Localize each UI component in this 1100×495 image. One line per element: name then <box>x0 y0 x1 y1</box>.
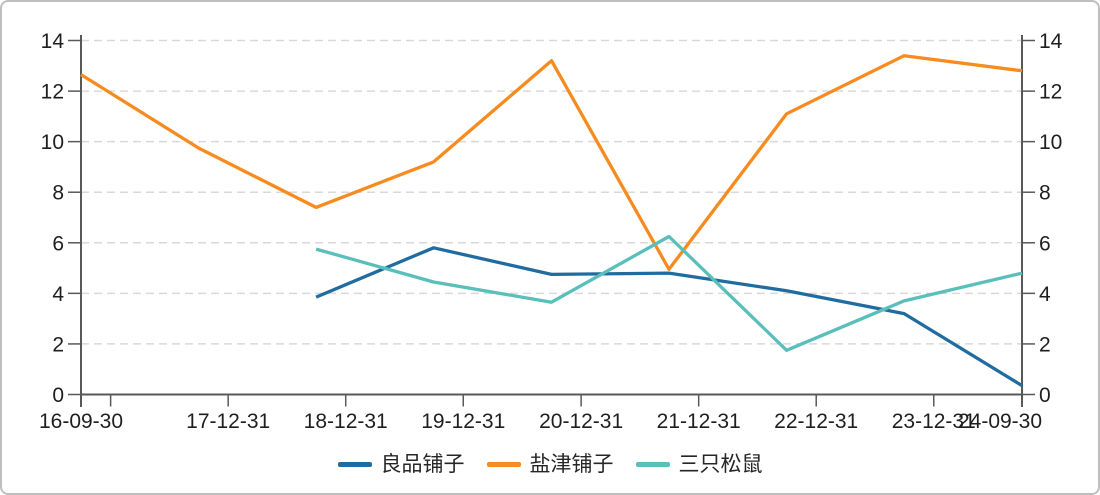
series-line-2 <box>315 234 1023 352</box>
legend-label-1: 盐津铺子 <box>529 453 614 476</box>
y-axis-label-right-8: 8 <box>1039 182 1051 205</box>
x-axis-label-22-12-31: 22-12-31 <box>774 410 858 433</box>
legend-item-0[interactable]: 良品铺子 <box>337 453 465 476</box>
y-axis-label-right-14: 14 <box>1039 30 1063 53</box>
x-axis-label-17-12-31: 17-12-31 <box>186 410 270 433</box>
x-axis-label-19-12-31: 19-12-31 <box>421 410 505 433</box>
legend-label-0: 良品铺子 <box>380 453 465 476</box>
x-axis-label-16-09-30: 16-09-30 <box>39 410 123 433</box>
y-axis-label-left-10: 10 <box>41 131 64 154</box>
legend-line-swatch-0 <box>337 462 372 467</box>
y-axis-label-left-14: 14 <box>41 30 65 53</box>
y-axis-label-right-10: 10 <box>1039 131 1062 154</box>
y-axis-label-left-8: 8 <box>52 182 64 205</box>
legend-item-1[interactable]: 盐津铺子 <box>486 453 614 476</box>
series-line-1 <box>80 54 1023 271</box>
x-axis-label-23-12-31: 23-12-31 <box>892 410 976 433</box>
series-line-0 <box>315 246 1023 388</box>
legend-label-2: 三只松鼠 <box>678 453 763 476</box>
y-axis-label-right-6: 6 <box>1039 232 1051 255</box>
x-axis-label-24-09-30: 24-09-30 <box>958 410 1042 433</box>
x-axis-label-21-12-31: 21-12-31 <box>657 410 741 433</box>
y-axis-label-left-4: 4 <box>52 283 64 306</box>
y-axis-label-right-12: 12 <box>1039 81 1062 104</box>
y-axis-label-left-2: 2 <box>52 333 64 356</box>
x-axis-label-20-12-31: 20-12-31 <box>539 410 623 433</box>
y-axis-label-right-4: 4 <box>1039 283 1051 306</box>
legend-line-swatch-1 <box>486 462 521 467</box>
y-axis-label-left-12: 12 <box>41 81 64 104</box>
y-axis-label-right-2: 2 <box>1039 333 1051 356</box>
legend-item-2[interactable]: 三只松鼠 <box>635 453 763 476</box>
chart-legend: 良品铺子 盐津铺子 三只松鼠 <box>2 454 1098 475</box>
y-axis-label-right-0: 0 <box>1039 384 1051 407</box>
y-axis-label-left-6: 6 <box>52 232 64 255</box>
legend-line-swatch-2 <box>635 462 670 467</box>
y-axis-label-left-0: 0 <box>52 384 64 407</box>
x-axis-label-18-12-31: 18-12-31 <box>304 410 388 433</box>
